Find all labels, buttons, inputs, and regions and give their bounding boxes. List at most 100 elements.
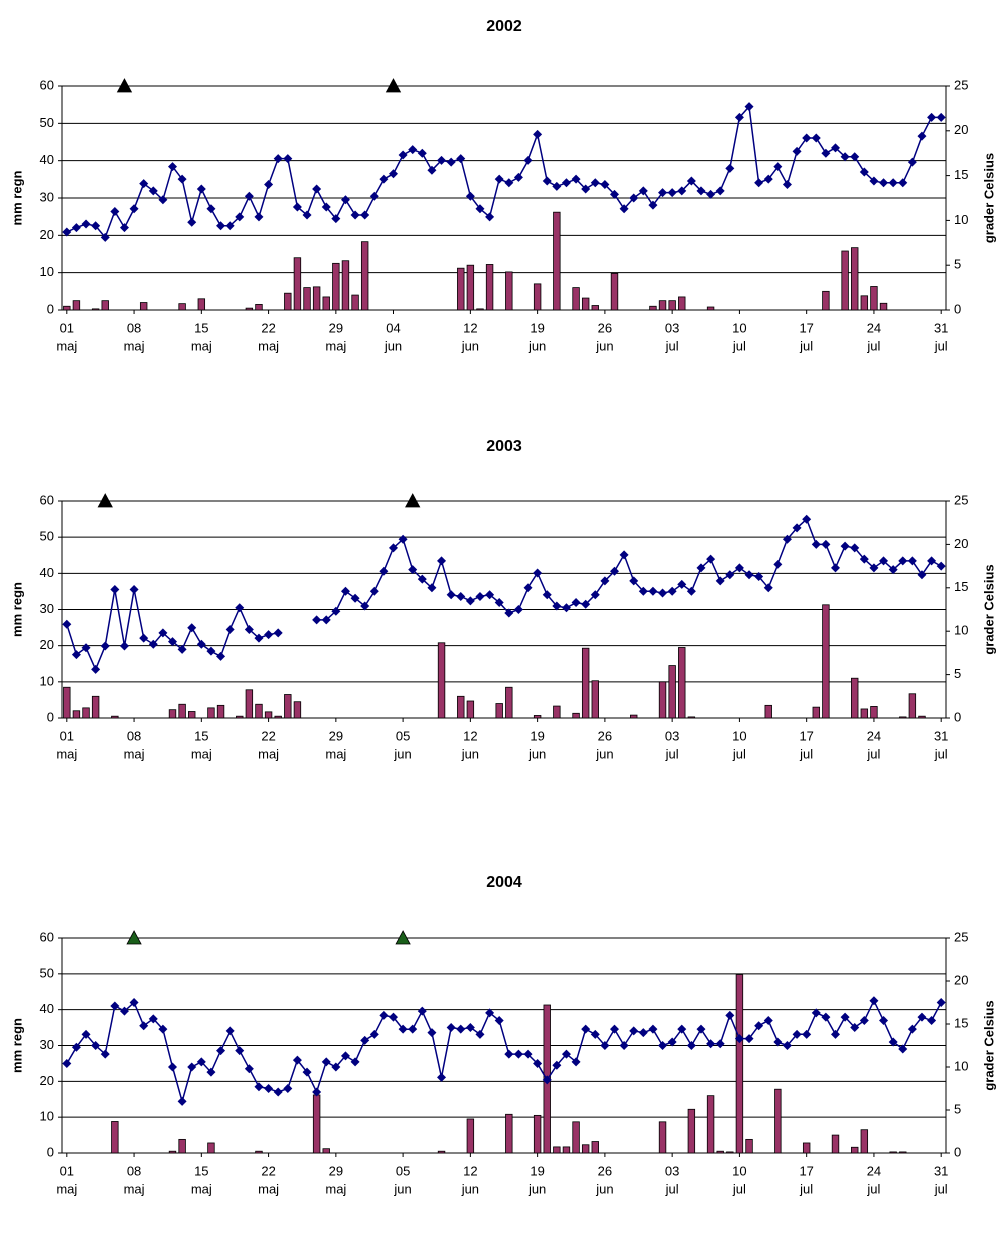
temperature-point — [494, 1016, 504, 1026]
bar — [168, 709, 177, 719]
temperature-point — [465, 191, 475, 201]
temperature-point — [696, 1024, 706, 1034]
x-tick-label: 26 — [598, 728, 612, 743]
y2-tick-label: 20 — [954, 972, 968, 987]
temperature-point — [398, 534, 408, 544]
temperature-point — [754, 572, 764, 582]
temperature-point — [446, 157, 456, 167]
temperature-point — [879, 178, 889, 188]
bar — [111, 715, 119, 719]
x-tick-label: maj — [56, 746, 77, 761]
x-tick-label: 12 — [463, 1163, 477, 1178]
temperature-point — [273, 154, 283, 164]
temperature-point — [71, 1042, 81, 1052]
event-marker — [385, 78, 402, 93]
temperature-point — [168, 162, 177, 172]
bar — [178, 1138, 186, 1154]
temperature-point — [782, 534, 792, 544]
temperature-point — [187, 623, 197, 633]
temperature-point — [840, 152, 850, 162]
temperature-point — [754, 1021, 764, 1031]
bar — [668, 300, 676, 311]
temperature-point — [225, 1026, 235, 1036]
temperature-point — [802, 514, 812, 524]
bar — [841, 250, 849, 311]
x-tick-label: 24 — [867, 1163, 881, 1178]
temperature-point — [917, 570, 927, 580]
temperature-point — [686, 1041, 696, 1050]
bar — [63, 305, 71, 311]
y2-tick-label: 15 — [954, 1015, 968, 1030]
temperature-point — [148, 186, 158, 196]
temperature-point — [273, 628, 283, 638]
bar — [591, 305, 599, 311]
temperature-point — [177, 644, 187, 654]
bar — [91, 695, 100, 719]
temperature-point — [907, 556, 917, 566]
temperature-point — [427, 583, 437, 593]
x-tick-label: jul — [934, 746, 948, 761]
temperature-point — [533, 129, 543, 139]
temperature-point — [677, 186, 687, 196]
y-tick-label: 0 — [47, 709, 54, 724]
bar — [178, 303, 186, 311]
y2-tick-label: 25 — [954, 77, 968, 92]
temperature-point — [379, 566, 389, 576]
x-tick-label: 10 — [732, 728, 746, 743]
temperature-point — [187, 1062, 197, 1072]
temperature-point — [216, 1046, 226, 1056]
y2-tick-label: 5 — [954, 257, 961, 272]
temperature-point — [504, 178, 514, 188]
temperature-point — [177, 1096, 187, 1106]
event-marker — [395, 930, 411, 945]
bar — [101, 300, 109, 311]
temperature-point — [475, 591, 485, 601]
bar — [505, 686, 513, 719]
temperature-point — [706, 554, 716, 564]
temperature-point — [437, 1072, 447, 1082]
temperature-point — [552, 601, 562, 611]
temperature-point — [571, 1057, 581, 1067]
temperature-line — [66, 104, 942, 239]
temperature-point — [821, 539, 831, 549]
x-tick-label: 31 — [934, 728, 948, 743]
temperature-point — [360, 210, 370, 220]
temperature-point — [898, 178, 908, 188]
event-marker — [126, 930, 142, 945]
bar — [255, 303, 263, 311]
temperature-point — [936, 998, 946, 1007]
y-tick-label: 20 — [40, 637, 54, 652]
bar — [533, 283, 542, 311]
temperature-point — [821, 1012, 831, 1022]
x-tick-label: 17 — [799, 320, 813, 335]
temperature-point — [158, 195, 168, 205]
temperature-point — [100, 1049, 110, 1059]
temperature-point — [465, 596, 475, 606]
bar — [236, 715, 244, 719]
temperature-point — [658, 588, 668, 598]
temperature-point — [273, 1087, 283, 1097]
temperature-point — [869, 176, 879, 186]
y-tick-label: 40 — [40, 152, 54, 167]
temperature-point — [494, 174, 504, 184]
bar — [553, 211, 561, 311]
bar — [658, 300, 667, 311]
y2-tick-label: 10 — [954, 623, 968, 638]
temperature-point — [542, 176, 552, 186]
x-tick-label: jun — [528, 338, 546, 353]
y2-tick-label: 10 — [954, 1058, 968, 1073]
temperature-point — [831, 143, 840, 153]
x-tick-label: 29 — [329, 1163, 343, 1178]
event-marker — [97, 493, 113, 508]
x-tick-label: 01 — [60, 320, 74, 335]
temperature-point — [312, 615, 322, 625]
temperature-point — [110, 585, 120, 595]
x-tick-label: jul — [866, 338, 880, 353]
y-tick-label: 60 — [40, 929, 54, 944]
x-tick-label: 05 — [396, 1163, 410, 1178]
temperature-line — [66, 517, 942, 672]
y2-axis-label: grader Celsius — [981, 153, 996, 243]
x-tick-label: maj — [56, 1181, 77, 1196]
temperature-point — [831, 563, 840, 573]
temperature-point — [408, 1024, 418, 1034]
